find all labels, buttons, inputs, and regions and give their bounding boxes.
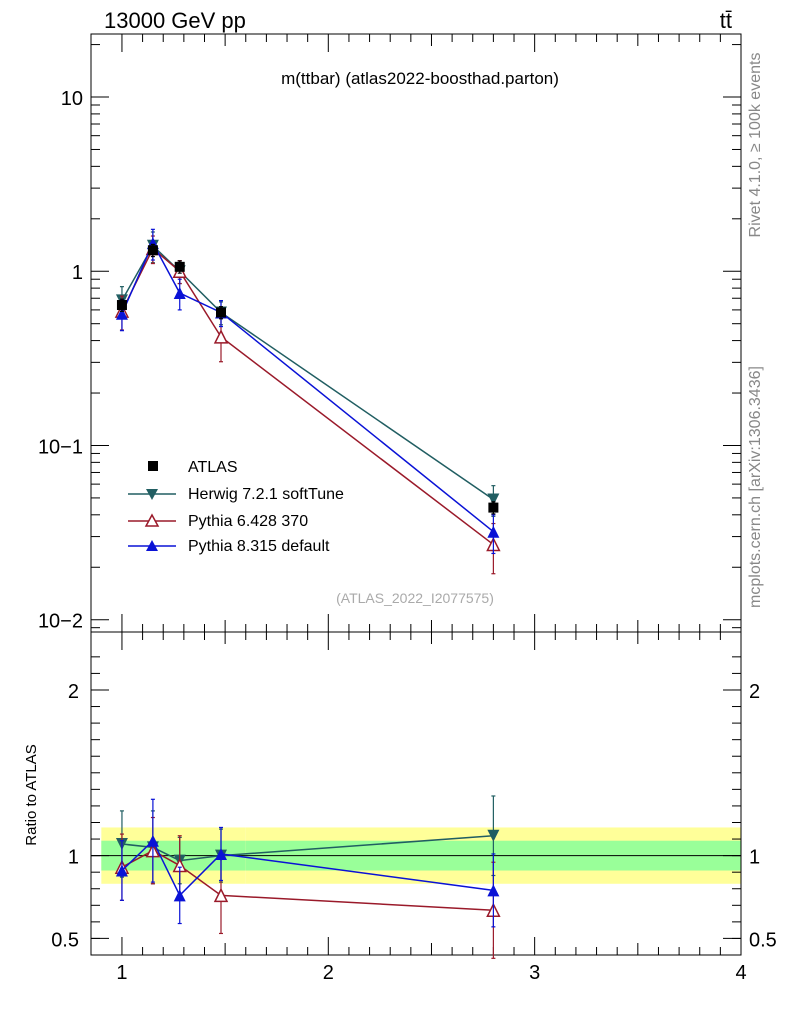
- ratio-point-1: [213, 887, 229, 903]
- ratio-x-axis: 1 2 3 4: [116, 632, 747, 984]
- data-point: [216, 307, 226, 318]
- legend: ATLAS Herwig 7.2.1 softTune Pythia 6.428…: [128, 459, 344, 555]
- y-tick-label: 1: [72, 262, 83, 284]
- y-tick-label: 1: [68, 847, 79, 869]
- y-tick-label-right: 1: [749, 847, 760, 869]
- legend-label-herwig: Herwig 7.2.1 softTune: [188, 486, 344, 503]
- main-y-axis: 10 1 10−1 10−2: [38, 44, 741, 633]
- rivet-label: Rivet 4.1.0, ≥ 100k events: [747, 53, 764, 238]
- legend-item-pythia8: Pythia 8.315 default: [128, 538, 330, 555]
- y-tick-label: 0.5: [51, 929, 79, 951]
- ratio-frame: [90, 631, 742, 956]
- legend-item-pythia6: Pythia 6.428 370: [128, 513, 308, 530]
- series-point-2: [173, 287, 186, 300]
- data-point: [147, 245, 158, 256]
- series-line-0: [121, 244, 494, 501]
- x-tick-label: 3: [529, 962, 540, 984]
- y-tick-label-right: 2: [749, 681, 760, 703]
- legend-marker-pythia6: [144, 513, 160, 527]
- data-point: [488, 502, 499, 513]
- ratio-uncertainty-bands: [91, 827, 741, 884]
- legend-label-pythia6: Pythia 6.428 370: [188, 513, 308, 530]
- ratio-point-2: [215, 847, 227, 860]
- ratio-data-marks: [114, 795, 501, 959]
- process-label: tt̄: [720, 8, 732, 33]
- series-point-2: [487, 525, 500, 538]
- energy-label: 13000 GeV pp: [104, 8, 246, 33]
- y-tick-label: 10: [61, 88, 83, 110]
- main-panel: m(ttbar) (atlas2022-boosthad.parton) (AT…: [38, 33, 742, 633]
- y-tick-label-right: 0.5: [749, 929, 777, 951]
- x-tick-label: 2: [323, 962, 334, 984]
- chart-title: m(ttbar) (atlas2022-boosthad.parton): [281, 69, 559, 88]
- legend-marker-pythia8: [146, 540, 158, 551]
- legend-marker-herwig: [146, 489, 158, 500]
- main-x-axis: [121, 34, 742, 632]
- ratio-point-2: [115, 864, 128, 877]
- ratio-point-2: [146, 834, 159, 847]
- data-point: [116, 300, 127, 311]
- y-tick-label: 10−2: [38, 611, 83, 633]
- legend-label-pythia8: Pythia 8.315 default: [188, 538, 330, 555]
- x-tick-label: 1: [116, 962, 127, 984]
- legend-marker-atlas: [148, 461, 158, 471]
- analysis-watermark: (ATLAS_2022_I2077575): [336, 590, 494, 606]
- data-point: [174, 261, 185, 272]
- series-point-1: [213, 329, 229, 344]
- mcplots-label: mcplots.cern.ch [arXiv:1306.3436]: [747, 366, 764, 608]
- legend-item-herwig: Herwig 7.2.1 softTune: [128, 486, 344, 503]
- series-point-0: [487, 493, 500, 506]
- ratio-point-2: [173, 889, 186, 902]
- series-point-2: [115, 307, 128, 320]
- ratio-y-axis: 2 2 1 1 0.5 0.5: [51, 656, 777, 951]
- ratio-y-label: Ratio to ATLAS: [23, 744, 40, 845]
- legend-label-atlas: ATLAS: [188, 459, 238, 476]
- y-tick-label: 10−1: [38, 436, 83, 458]
- ratio-point-2: [487, 884, 500, 897]
- x-tick-label: 4: [735, 962, 746, 984]
- ratio-point-0: [487, 829, 500, 842]
- ratio-panel: Ratio to ATLAS 2 2 1 1 0.5 0.5 1 2 3 4: [23, 631, 777, 984]
- y-tick-label: 2: [68, 681, 79, 703]
- main-data-marks: [114, 228, 501, 575]
